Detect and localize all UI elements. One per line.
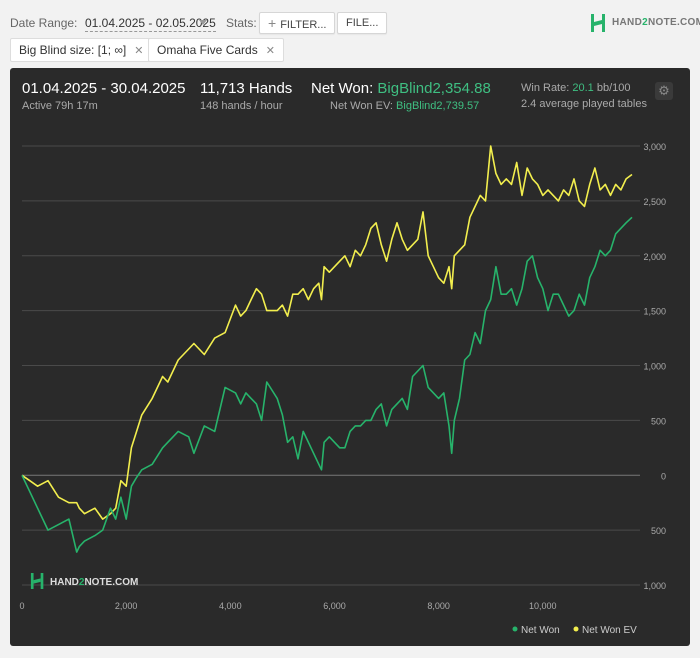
hand2note-logo-icon xyxy=(591,14,605,32)
x-axis-ticks: 0 2,000 4,000 6,000 8,000 10,000 xyxy=(19,601,556,611)
avg-tables: 2.4 average played tables xyxy=(521,98,647,110)
date-range-picker[interactable]: 01.04.2025 - 02.05.2025 xyxy=(85,16,216,32)
y-tick-label: 1,500 xyxy=(643,307,666,317)
close-icon[interactable]: ✕ xyxy=(265,45,275,57)
filter-button-label: FILTER... xyxy=(280,19,327,31)
close-icon[interactable]: ✕ xyxy=(134,45,144,57)
net-won-label: Net Won: xyxy=(311,80,374,97)
legend-marker xyxy=(573,626,579,632)
x-tick-label: 0 xyxy=(19,601,24,611)
x-tick-label: 10,000 xyxy=(529,601,557,611)
x-tick-label: 8,000 xyxy=(427,601,450,611)
y-tick-label: 3,000 xyxy=(643,142,666,152)
chart-grid xyxy=(22,145,640,586)
y-tick-label: 1,000 xyxy=(643,362,666,372)
chart-series xyxy=(21,145,633,553)
chip-label: Big Blind size: [1; ∞] xyxy=(19,43,127,57)
net-won-ev-label: Net Won EV: xyxy=(330,100,393,112)
file-button[interactable]: FILE... xyxy=(337,12,388,34)
y-tick-label: 2,500 xyxy=(643,197,666,207)
y-axis-ticks: 3,000 2,500 2,000 1,500 1,000 500 0 500 1,000 xyxy=(643,142,666,591)
y-tick-label: 500 xyxy=(651,416,666,426)
chip-label: Omaha Five Cards xyxy=(157,43,258,57)
y-tick-label: 0 xyxy=(661,471,666,481)
net-won-ev-value: BigBlind2,739.57 xyxy=(396,100,480,112)
graph-panel: 01.04.2025 - 30.04.2025 Active 79h 17m 1… xyxy=(10,68,690,646)
watermark-logo-icon xyxy=(30,573,44,589)
filter-chip-big-blind[interactable]: Big Blind size: [1; ∞] ✕ xyxy=(10,38,153,62)
legend-label: Net Won EV xyxy=(582,625,637,636)
net-won-value: BigBlind2,354.88 xyxy=(377,80,491,97)
toolbar: Date Range: 01.04.2025 - 02.05.2025 Stat… xyxy=(10,12,700,34)
date-range-label: Date Range: xyxy=(10,16,78,30)
x-tick-label: 4,000 xyxy=(219,601,242,611)
legend-label: Net Won xyxy=(521,625,560,636)
series-line-net-won xyxy=(21,216,633,553)
win-rate-unit: bb/100 xyxy=(596,82,631,94)
period-title: 01.04.2025 - 30.04.2025 xyxy=(22,80,186,97)
win-rate-label: Win Rate: xyxy=(521,82,570,94)
hands-count: 11,713 Hands xyxy=(200,80,293,97)
y-tick-label: 500 xyxy=(651,526,666,536)
x-tick-label: 6,000 xyxy=(323,601,346,611)
logo-text: HAND2NOTE.COM xyxy=(612,17,700,28)
stats-label: Stats: xyxy=(226,16,257,30)
filter-chip-game-type[interactable]: Omaha Five Cards ✕ xyxy=(148,38,284,62)
hands-per-hour: 148 hands / hour xyxy=(200,100,283,112)
x-tick-label: 2,000 xyxy=(115,601,138,611)
win-rate: Win Rate: 20.1 bb/100 xyxy=(521,82,631,94)
net-won-chart: 3,000 2,500 2,000 1,500 1,000 500 0 500 1,000 0 2… xyxy=(19,142,666,636)
legend-marker xyxy=(512,626,518,632)
gear-icon[interactable]: ⚙ xyxy=(655,82,673,100)
chevron-down-icon[interactable] xyxy=(199,20,207,25)
series-line-net-won-ev xyxy=(21,145,633,520)
net-won: Net Won: BigBlind2,354.88 xyxy=(311,80,491,97)
chart-legend: Net Won Net Won EV xyxy=(512,625,637,636)
active-time: Active 79h 17m xyxy=(22,100,98,112)
win-rate-value: 20.1 xyxy=(572,82,594,94)
net-won-ev: Net Won EV: BigBlind2,739.57 xyxy=(330,100,479,112)
file-button-label: FILE... xyxy=(346,17,379,29)
y-tick-label: 2,000 xyxy=(643,252,666,262)
filter-button[interactable]: + FILTER... xyxy=(259,12,336,34)
plus-icon: + xyxy=(268,15,277,31)
watermark-text: HAND2NOTE.COM xyxy=(50,577,139,588)
y-tick-label: 1,000 xyxy=(643,581,666,591)
